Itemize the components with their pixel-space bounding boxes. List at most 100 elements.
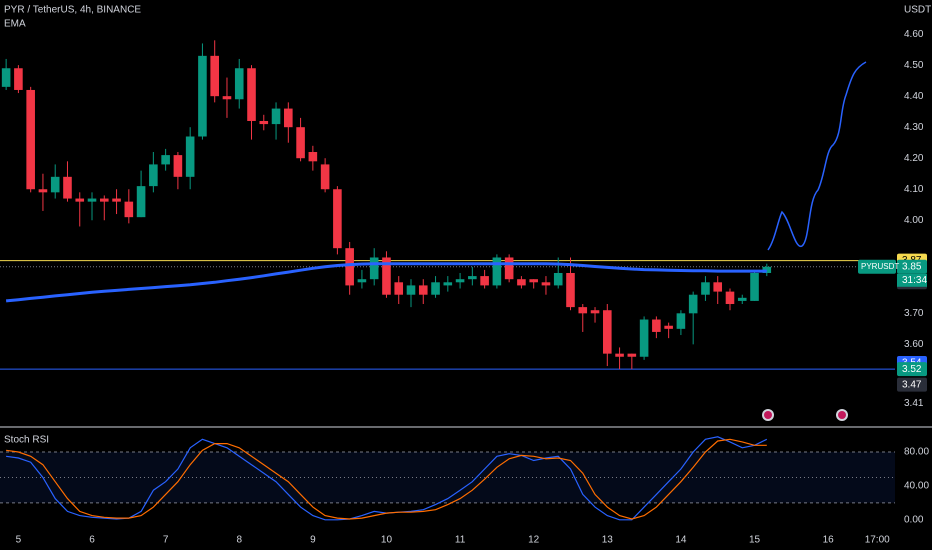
event-flag: [762, 409, 774, 421]
price-tag: [897, 377, 927, 392]
candle-body: [504, 257, 514, 280]
candle-body: [529, 279, 538, 283]
candle-body: [664, 325, 673, 329]
candle-body: [149, 164, 158, 187]
x-tick-label: 17:00: [865, 535, 890, 546]
x-tick-label: 9: [310, 535, 316, 546]
countdown-box: [897, 273, 927, 287]
candle-body: [566, 272, 575, 308]
x-tick-label: 16: [823, 535, 835, 546]
candle-body: [553, 272, 563, 286]
candle-body: [333, 189, 342, 249]
candle-body: [639, 319, 649, 357]
indicator-label: EMA: [4, 19, 26, 30]
price-pane: 4.60 4.50 4.40 4.30 4.20 4.10 4.00 3.70 3.60 3.41…: [0, 29, 927, 409]
candle-body: [443, 282, 453, 286]
candle-body: [492, 257, 502, 286]
candle-body: [185, 136, 195, 177]
projection-drawing: [767, 61, 867, 251]
level-band: [0, 452, 895, 503]
candle-body: [320, 164, 330, 190]
x-tick-label: 8: [236, 535, 242, 546]
x-tick-label: 6: [89, 535, 95, 546]
candle-body: [713, 282, 723, 292]
candle-body: [357, 279, 367, 283]
candle-body: [578, 307, 588, 314]
candle-body: [627, 353, 637, 357]
y-tick-label: 4.00: [904, 215, 924, 226]
x-tick-label: 15: [749, 535, 761, 546]
candle-body: [517, 279, 526, 286]
candle-body: [75, 198, 85, 202]
candle-body: [455, 279, 465, 283]
indicator-title: Stoch RSI: [4, 435, 49, 446]
y-tick-label: 3.70: [904, 308, 924, 319]
candle-body: [652, 319, 661, 332]
candle-body: [284, 108, 293, 128]
x-tick-label: 10: [381, 535, 393, 546]
candle-body: [394, 282, 404, 295]
candle-body: [541, 282, 551, 286]
candle-body: [173, 155, 183, 177]
candle-body: [590, 310, 600, 314]
axis-unit: USDT: [904, 5, 931, 16]
y-tick-label: 4.30: [904, 122, 924, 133]
candle-body: [382, 257, 391, 295]
countdown: 31:34: [902, 275, 927, 286]
candle-body: [271, 108, 281, 125]
candle-body: [480, 276, 489, 286]
candle-body: [38, 189, 48, 193]
candle-body: [676, 313, 686, 329]
candle-body: [688, 294, 698, 314]
candle-body: [222, 96, 232, 100]
candle-body: [50, 176, 60, 193]
candle-body: [26, 89, 35, 190]
y-tick-label: 4.40: [904, 91, 924, 102]
candle-body: [63, 176, 72, 199]
candle-body: [431, 282, 440, 295]
x-tick-label: 7: [163, 535, 169, 546]
candle-body: [296, 127, 305, 159]
price-tag-label: 3.85: [902, 261, 922, 272]
candle-body: [737, 297, 747, 301]
y-tick-label: 4.60: [904, 29, 924, 40]
candle-body: [750, 272, 759, 301]
y-tick-label: 4.10: [904, 184, 924, 195]
candle-body: [1, 68, 11, 87]
y-tick-label: 3.60: [904, 339, 924, 350]
x-tick-label: 13: [602, 535, 614, 546]
candle-body: [234, 68, 244, 100]
price-tag: [897, 362, 927, 377]
price-tag: [897, 259, 927, 274]
candle-body: [112, 198, 121, 202]
candle-body: [603, 310, 612, 354]
candle-body: [124, 201, 134, 218]
x-tick-label: 12: [528, 535, 540, 546]
price-tag-label: 3.47: [902, 379, 922, 390]
candle-body: [14, 68, 23, 90]
symbol-tag: [858, 259, 896, 274]
stoch-pane: 80.00 40.00 0.00 5 6 7 8 9 10 11 12 13 14 15 16 17:00: [0, 436, 929, 546]
ema-line: [5, 262, 767, 303]
candle-body: [161, 155, 170, 165]
candle-body: [308, 152, 318, 162]
candle-body: [136, 186, 146, 218]
x-tick-label: 11: [455, 535, 466, 546]
candle-body: [99, 198, 109, 202]
symbol-tag-label: PYRUSDT: [861, 262, 899, 271]
candle-body: [87, 198, 97, 202]
x-tick-label: 14: [675, 535, 687, 546]
y-tick-label: 3.41: [904, 398, 924, 409]
candle-body: [701, 282, 710, 295]
candle-body: [345, 248, 354, 286]
stoch-line: [6, 438, 767, 520]
candle-body: [369, 257, 379, 280]
candle-body: [615, 353, 624, 357]
candle-body: [468, 276, 477, 280]
y-tick-label: 40.00: [904, 481, 929, 492]
y-tick-label: 4.20: [904, 153, 924, 164]
y-tick-label: 4.50: [904, 60, 924, 71]
